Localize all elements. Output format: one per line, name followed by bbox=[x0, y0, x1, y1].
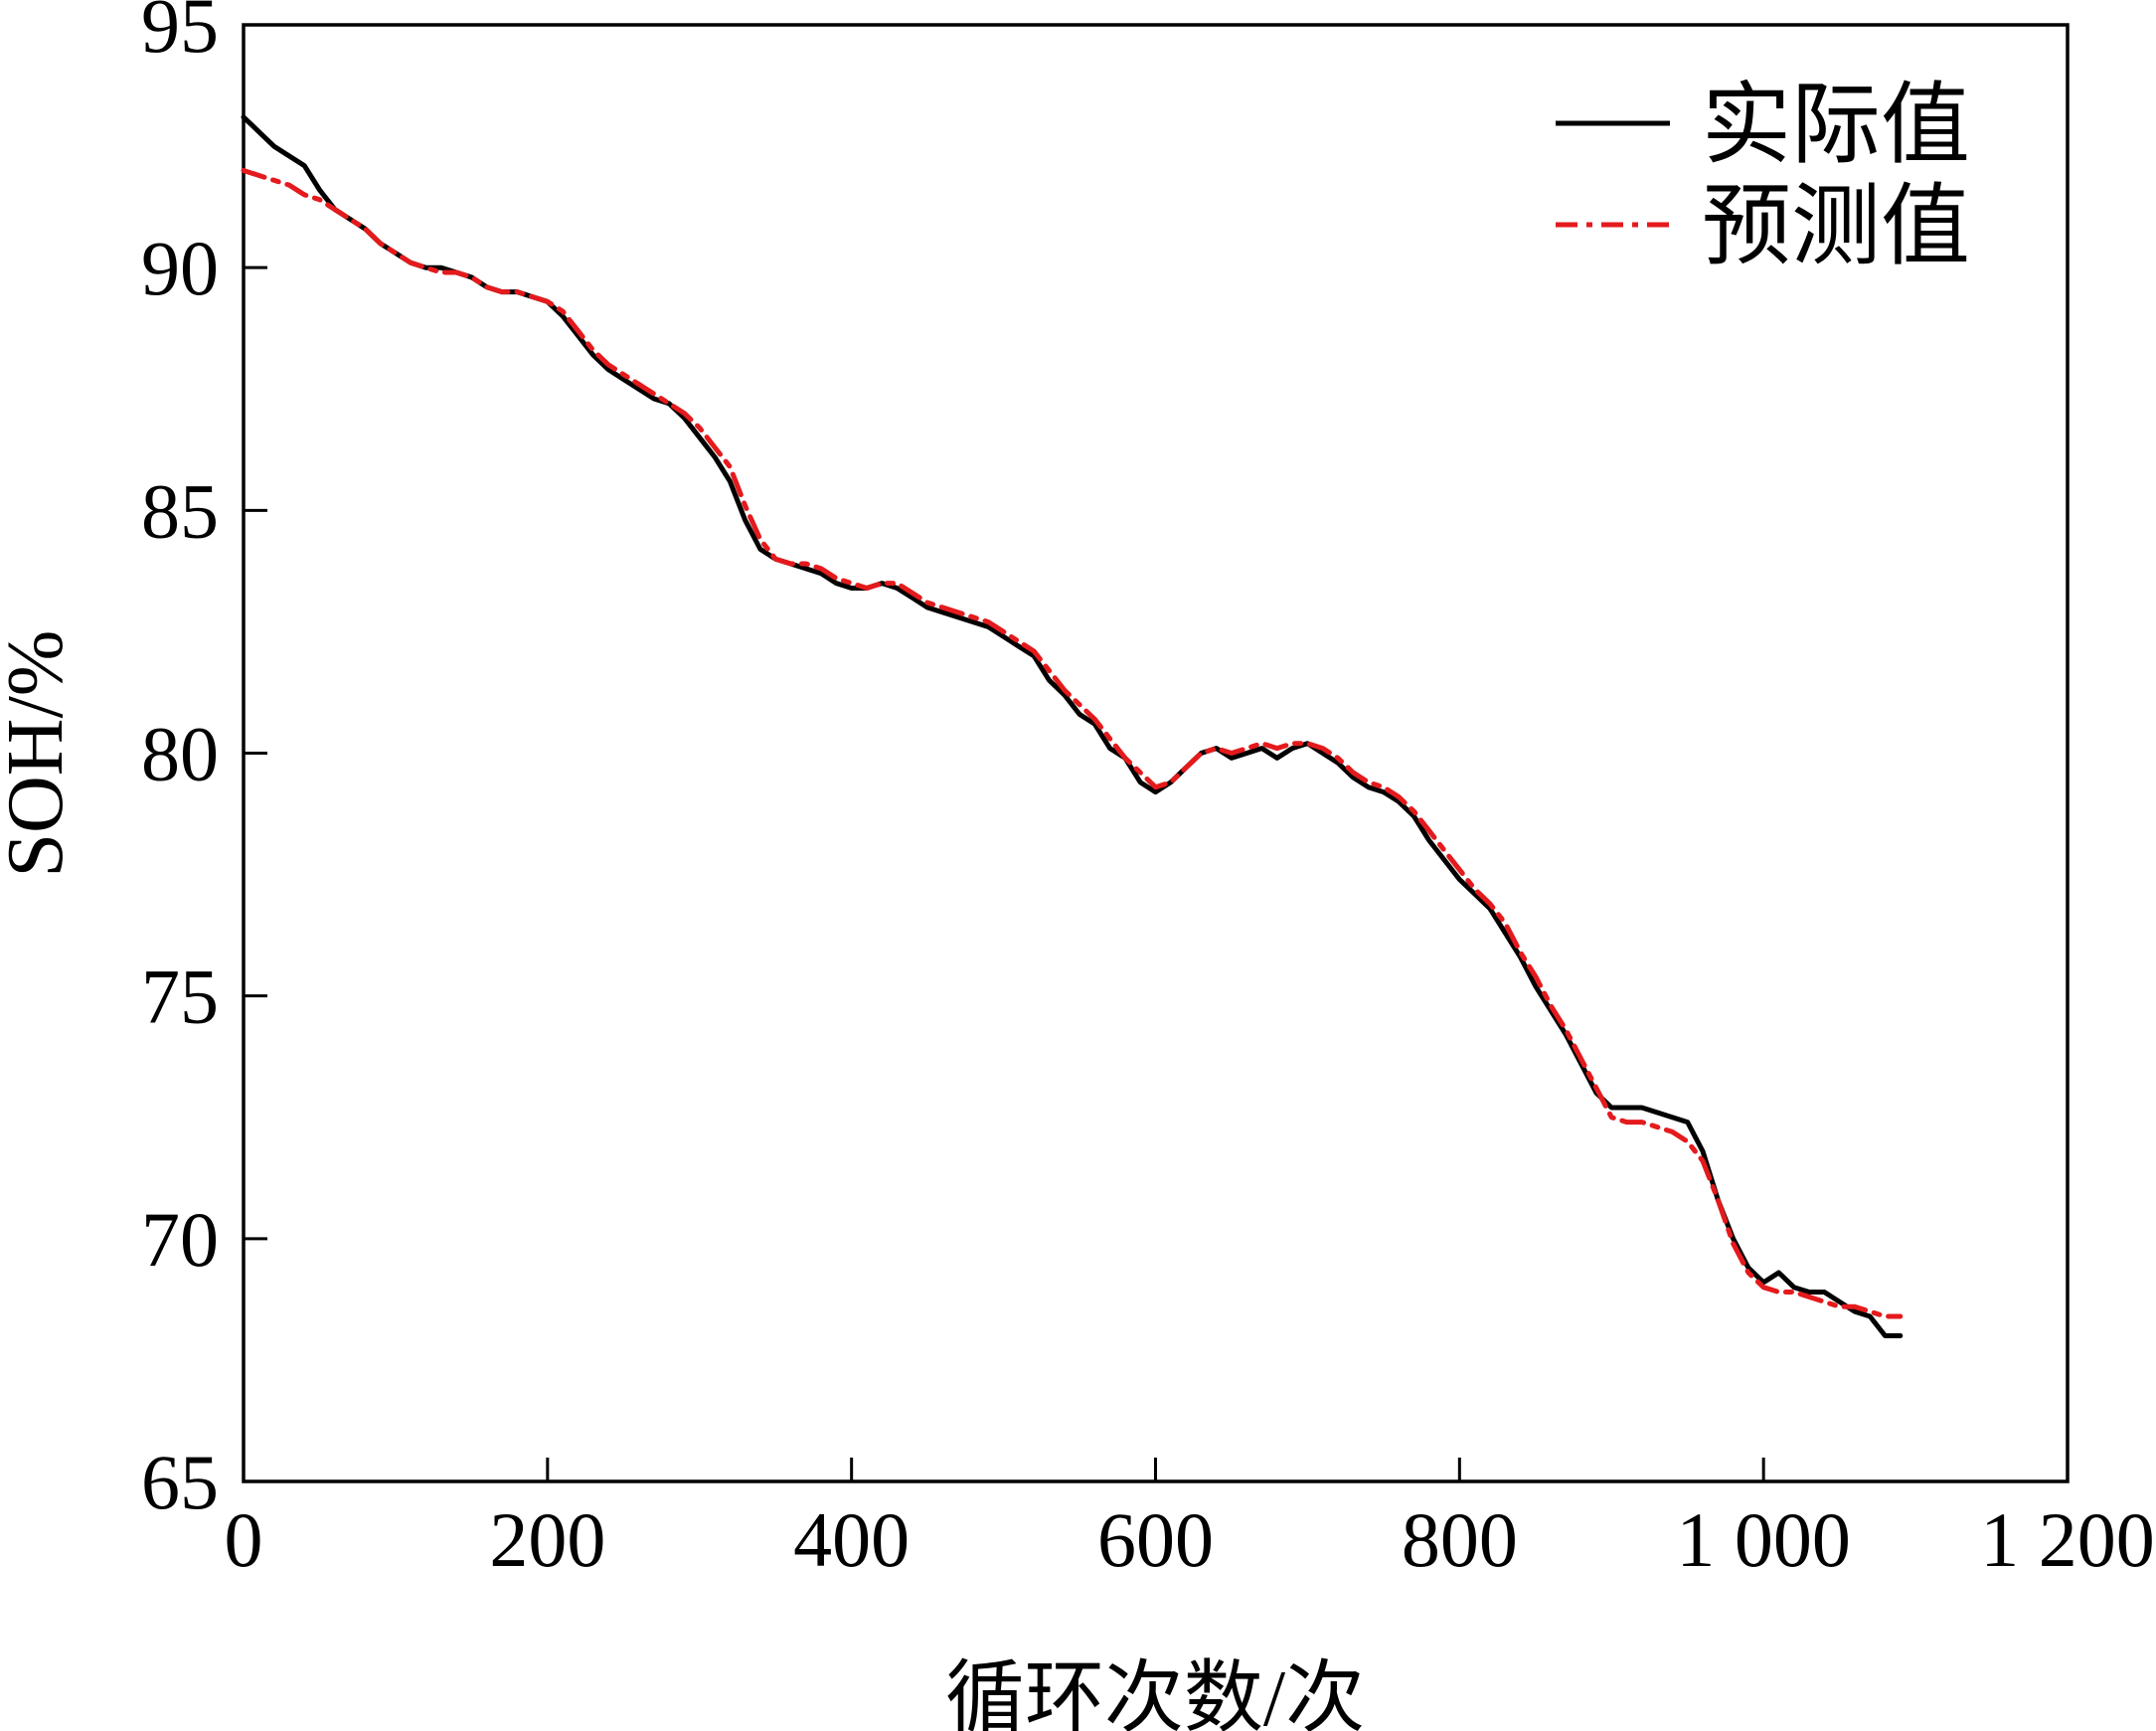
x-tick-label: 400 bbox=[793, 1496, 910, 1583]
y-tick-label: 85 bbox=[141, 467, 219, 554]
x-tick-label: 1 000 bbox=[1676, 1496, 1851, 1583]
x-tick-label: 1 200 bbox=[1980, 1496, 2155, 1583]
x-axis-label: 循环次数/次 bbox=[945, 1655, 1365, 1731]
y-tick-label: 90 bbox=[141, 225, 219, 311]
x-axis: 0 200 400 600 800 1 000 1 200 bbox=[225, 1458, 2155, 1583]
legend-label-predicted: 预测值 bbox=[1702, 178, 1970, 276]
series-line-1 bbox=[241, 168, 1904, 1319]
y-tick-label: 80 bbox=[141, 711, 219, 797]
x-tick-label: 200 bbox=[489, 1496, 605, 1583]
x-tick-label: 600 bbox=[1097, 1496, 1214, 1583]
y-axis-label: SOH/% bbox=[0, 630, 80, 878]
y-tick-label: 95 bbox=[141, 0, 219, 69]
x-tick-label: 0 bbox=[225, 1496, 263, 1583]
y-axis: 65 70 75 80 85 90 95 bbox=[141, 0, 267, 1525]
y-tick-label: 75 bbox=[141, 953, 219, 1040]
legend-label-actual: 实际值 bbox=[1702, 77, 1970, 175]
legend: 实际值 预测值 bbox=[1556, 77, 1970, 276]
y-tick-label: 65 bbox=[141, 1439, 219, 1525]
x-tick-label: 800 bbox=[1402, 1496, 1518, 1583]
series-layer bbox=[241, 114, 1904, 1338]
y-tick-label: 70 bbox=[141, 1196, 219, 1283]
series-line-0 bbox=[241, 114, 1904, 1338]
